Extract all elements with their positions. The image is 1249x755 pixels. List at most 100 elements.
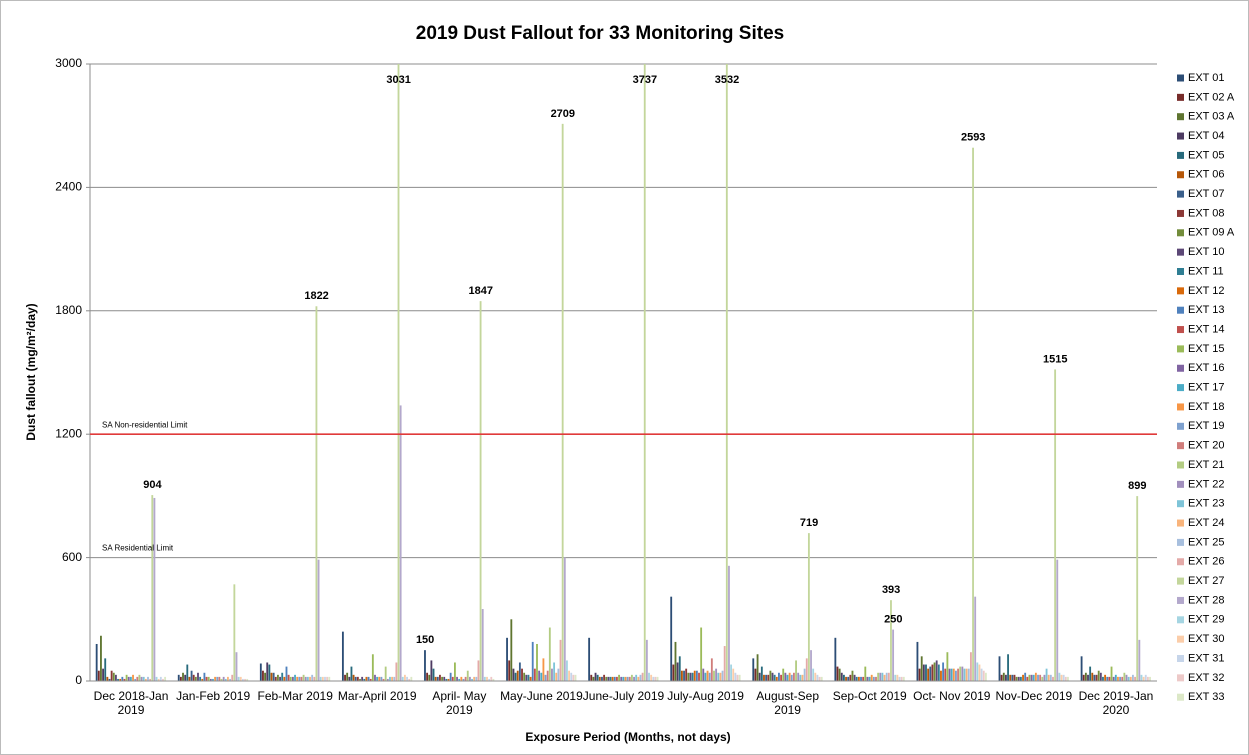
bar bbox=[518, 662, 521, 681]
bar bbox=[959, 666, 962, 681]
bar bbox=[224, 678, 227, 681]
legend-label: EXT 15 bbox=[1188, 343, 1225, 355]
bar bbox=[1080, 656, 1083, 681]
bar bbox=[492, 678, 495, 681]
bar bbox=[952, 668, 955, 681]
bar bbox=[788, 672, 791, 681]
bar bbox=[309, 676, 311, 681]
bar bbox=[607, 676, 610, 681]
bar bbox=[810, 650, 812, 681]
reference-label: SA Residential Limit bbox=[102, 544, 174, 553]
legend-label: EXT 03 A bbox=[1188, 111, 1235, 123]
bar bbox=[399, 405, 402, 681]
bar bbox=[801, 674, 804, 681]
bar bbox=[235, 652, 238, 681]
bar bbox=[451, 676, 454, 681]
bar bbox=[246, 678, 249, 681]
bar bbox=[700, 627, 703, 681]
bar bbox=[184, 674, 187, 681]
y-tick-label: 600 bbox=[62, 550, 82, 564]
bar bbox=[1119, 676, 1122, 681]
bar bbox=[723, 646, 726, 681]
data-label: 1847 bbox=[468, 285, 492, 297]
bar bbox=[481, 609, 484, 681]
bar bbox=[279, 676, 281, 681]
bar bbox=[715, 668, 718, 681]
bar bbox=[1142, 676, 1145, 681]
bar bbox=[1084, 672, 1087, 681]
legend-swatch bbox=[1177, 190, 1184, 198]
bar bbox=[710, 658, 713, 681]
bar bbox=[961, 666, 964, 681]
bar bbox=[555, 672, 558, 681]
bar bbox=[382, 678, 385, 681]
bar bbox=[277, 674, 279, 681]
legend-swatch bbox=[1177, 93, 1184, 101]
bar bbox=[266, 662, 269, 681]
bar bbox=[514, 672, 517, 681]
bar bbox=[864, 666, 867, 681]
bar bbox=[568, 670, 570, 681]
bar bbox=[616, 676, 618, 681]
bar bbox=[838, 668, 841, 681]
bar bbox=[1149, 676, 1151, 681]
bar bbox=[1110, 666, 1113, 681]
bar bbox=[885, 672, 888, 681]
bar bbox=[512, 668, 515, 681]
bar bbox=[144, 678, 147, 681]
bar bbox=[937, 664, 940, 681]
chart-title: 2019 Dust Fallout for 33 Monitoring Site… bbox=[416, 23, 784, 44]
bar bbox=[855, 676, 858, 681]
bar bbox=[596, 674, 599, 681]
bar bbox=[633, 676, 635, 681]
bar bbox=[672, 664, 675, 681]
bar bbox=[1136, 496, 1139, 681]
bar bbox=[685, 668, 688, 681]
bar bbox=[328, 676, 331, 681]
bar bbox=[324, 676, 326, 681]
bar bbox=[1087, 674, 1089, 681]
legend-swatch bbox=[1177, 248, 1184, 256]
legend-swatch bbox=[1177, 616, 1184, 624]
bar bbox=[102, 668, 105, 681]
bar bbox=[1132, 674, 1134, 681]
bar bbox=[1106, 676, 1109, 681]
bar bbox=[1097, 670, 1100, 681]
bar bbox=[805, 658, 808, 681]
bar bbox=[738, 674, 741, 681]
bar bbox=[300, 676, 303, 681]
legend-label: EXT 22 bbox=[1188, 478, 1225, 490]
bar bbox=[551, 668, 553, 681]
data-label: 2709 bbox=[551, 108, 575, 120]
bar bbox=[306, 676, 309, 681]
bar bbox=[650, 674, 653, 681]
bar bbox=[717, 672, 720, 681]
bar bbox=[393, 676, 396, 681]
bar bbox=[624, 676, 627, 681]
x-tick-label: April- May 2019 bbox=[432, 689, 487, 717]
bar bbox=[110, 670, 113, 681]
bar bbox=[922, 664, 925, 681]
bar bbox=[639, 674, 642, 681]
bar bbox=[132, 674, 134, 681]
legend-label: EXT 23 bbox=[1188, 498, 1225, 510]
data-label: 250 bbox=[884, 613, 902, 625]
bar bbox=[222, 676, 225, 681]
bar bbox=[786, 674, 789, 681]
bar bbox=[348, 676, 351, 681]
legend-label: EXT 30 bbox=[1188, 633, 1225, 645]
bar bbox=[778, 672, 780, 681]
bar bbox=[872, 676, 875, 681]
bar bbox=[386, 678, 389, 681]
bar bbox=[436, 676, 439, 681]
legend-swatch bbox=[1177, 306, 1184, 314]
bar bbox=[1000, 674, 1003, 681]
data-label: 3031 bbox=[386, 74, 410, 86]
bar bbox=[929, 666, 932, 681]
data-label: 719 bbox=[800, 517, 818, 529]
bar bbox=[1030, 674, 1033, 681]
bar bbox=[933, 662, 936, 681]
bar bbox=[894, 674, 897, 681]
bar bbox=[652, 676, 655, 681]
bar bbox=[157, 678, 160, 681]
